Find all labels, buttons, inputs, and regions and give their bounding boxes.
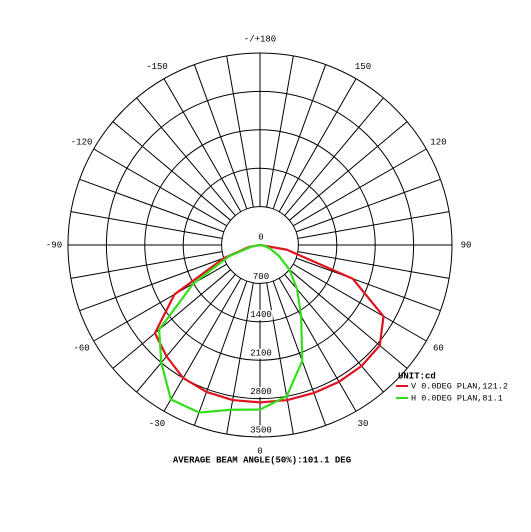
r-tick-label: 2800 <box>250 387 272 397</box>
grid-spoke <box>289 121 408 221</box>
grid-spoke <box>284 274 384 393</box>
grid-spoke <box>278 78 357 212</box>
grid-spoke <box>293 263 427 342</box>
grid-spoke <box>297 251 450 279</box>
angle-tick-label: -90 <box>46 240 62 250</box>
r-tick-label: 2100 <box>250 349 272 359</box>
label-bg <box>249 425 273 436</box>
r-tick-label: 0 <box>258 232 263 242</box>
r-tick-label: 3500 <box>250 425 272 435</box>
label-bg <box>249 310 273 321</box>
label-bg <box>257 232 265 243</box>
grid-spoke <box>79 178 225 233</box>
angle-tick-label: 0 <box>257 446 262 456</box>
grid-spoke <box>266 55 294 208</box>
grid-spoke <box>136 274 236 393</box>
footer: AVERAGE BEAM ANGLE(50%):101.1 DEG <box>173 455 351 465</box>
angle-tick-label: -120 <box>71 137 93 147</box>
angle-tick-label: -60 <box>73 343 89 353</box>
grid-spoke <box>297 211 450 239</box>
series-line <box>153 243 385 404</box>
series-line <box>158 243 304 414</box>
grid-spoke <box>163 78 242 212</box>
unit-label: UNIT:cd <box>398 371 436 381</box>
r-tick-label: 1400 <box>250 310 272 320</box>
angle-tick-label: 30 <box>358 419 369 429</box>
grid-spoke <box>272 280 327 426</box>
grid-spoke <box>70 211 223 239</box>
angle-tick-label: 120 <box>430 137 446 147</box>
grid-spoke <box>79 257 225 312</box>
grid-spoke <box>293 148 427 227</box>
grid-spoke <box>226 55 254 208</box>
label-bg <box>251 271 271 282</box>
angle-tick-label: -30 <box>149 419 165 429</box>
legend-label: H 0.0DEG PLAN,81.1 <box>411 393 503 403</box>
grid-spoke <box>284 97 384 216</box>
label-bg <box>249 348 273 359</box>
label-bg <box>249 386 273 397</box>
r-tick-label: 700 <box>253 272 269 282</box>
grid-spoke <box>295 257 441 312</box>
grid-spoke <box>295 178 441 233</box>
angle-tick-label: 150 <box>355 62 371 72</box>
grid-spoke <box>136 97 236 216</box>
grid-spoke <box>272 64 327 210</box>
grid-spoke <box>193 280 248 426</box>
grid-spoke <box>278 278 357 412</box>
grid-spoke <box>266 282 294 435</box>
grid-spoke <box>112 269 231 369</box>
angle-tick-label: 60 <box>433 343 444 353</box>
grid-spoke <box>289 269 408 369</box>
grid-spoke <box>193 64 248 210</box>
angle-tick-label: -/+180 <box>244 34 276 44</box>
grid-spoke <box>93 148 227 227</box>
grid-spoke <box>163 278 242 412</box>
angle-tick-label: -150 <box>146 62 168 72</box>
grid-spoke <box>93 263 227 342</box>
angle-tick-label: 90 <box>461 240 472 250</box>
grid-spoke <box>70 251 223 279</box>
grid-spoke <box>112 121 231 221</box>
legend-label: V 0.0DEG PLAN,121.2 <box>411 381 508 391</box>
